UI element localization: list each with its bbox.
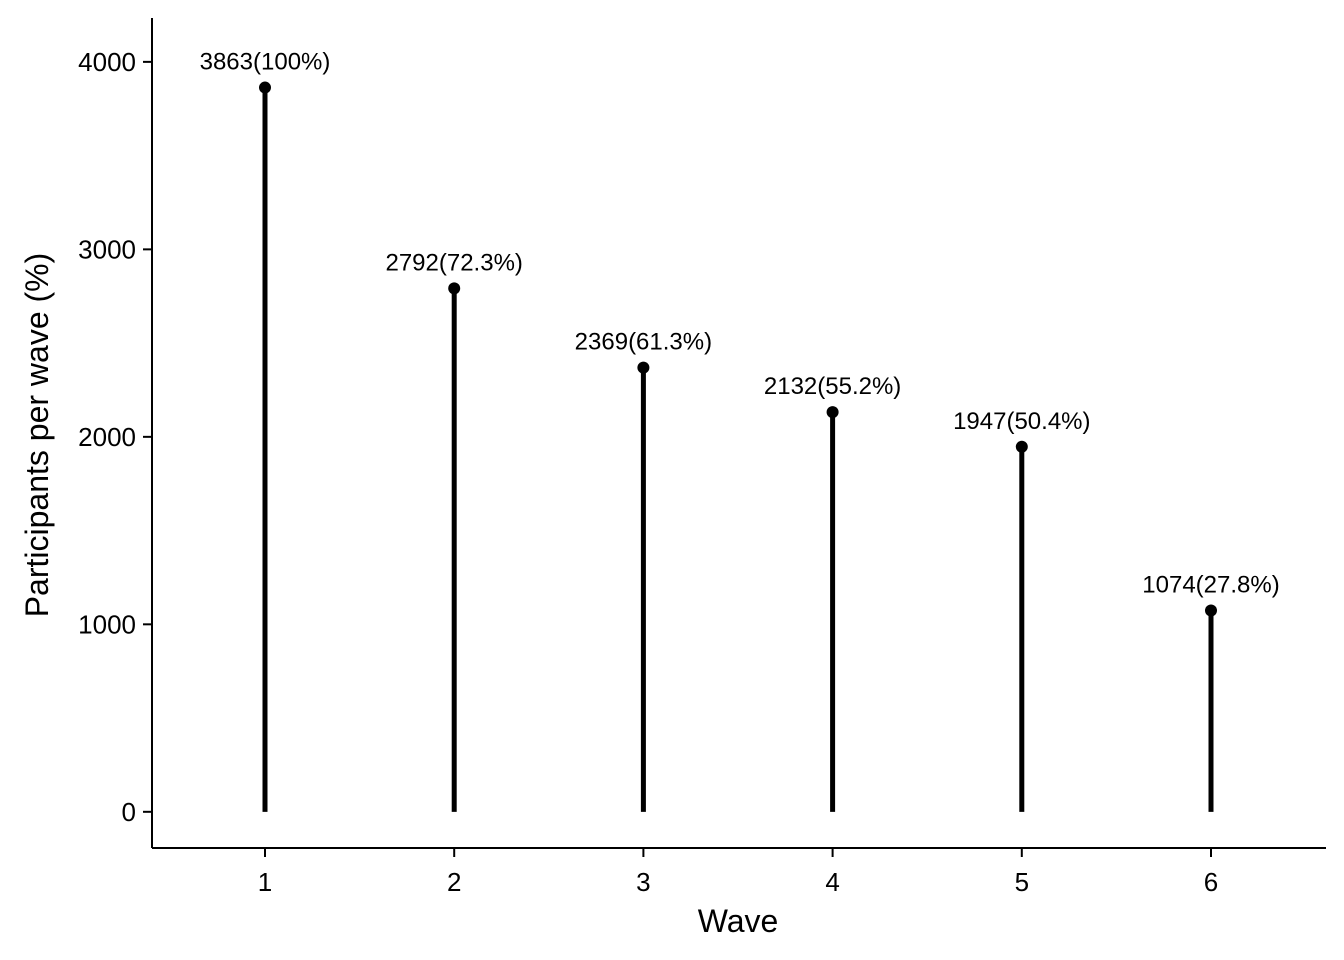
x-tick-label: 1: [258, 867, 272, 897]
y-axis-title: Participants per wave (%): [19, 253, 55, 618]
x-tick-label: 2: [447, 867, 461, 897]
x-axis-title: Wave: [698, 903, 779, 939]
y-tick-label: 4000: [78, 47, 136, 77]
y-tick-label: 3000: [78, 234, 136, 264]
data-label: 1074(27.8%): [1142, 571, 1279, 598]
lollipop-point: [637, 361, 650, 374]
data-marks: 3863(100%) 2792(72.3%) 2369(61.3%) 2132(55.…: [200, 49, 1280, 812]
lollipop-point: [826, 406, 839, 419]
lollipop-point: [1015, 440, 1028, 453]
data-label: 2792(72.3%): [385, 249, 522, 276]
x-tick-label: 3: [636, 867, 650, 897]
x-tick-label: 4: [825, 867, 839, 897]
lollipop-point: [1205, 604, 1217, 617]
y-tick-label: 1000: [78, 609, 136, 639]
x-axis: 1 2 3 4 5 6: [152, 847, 1326, 897]
y-axis: 0 1000 2000 3000 4000: [78, 18, 153, 848]
data-label: 2132(55.2%): [764, 373, 901, 400]
lollipop-point: [259, 81, 271, 94]
data-label: 3863(100%): [200, 49, 331, 76]
x-tick-label: 5: [1015, 867, 1029, 897]
lollipop-point: [448, 282, 461, 295]
y-tick-label: 2000: [78, 422, 136, 452]
data-label: 2369(61.3%): [575, 329, 712, 356]
data-label: 1947(50.4%): [953, 408, 1090, 435]
y-tick-label: 0: [122, 797, 136, 827]
x-tick-label: 6: [1204, 867, 1218, 897]
